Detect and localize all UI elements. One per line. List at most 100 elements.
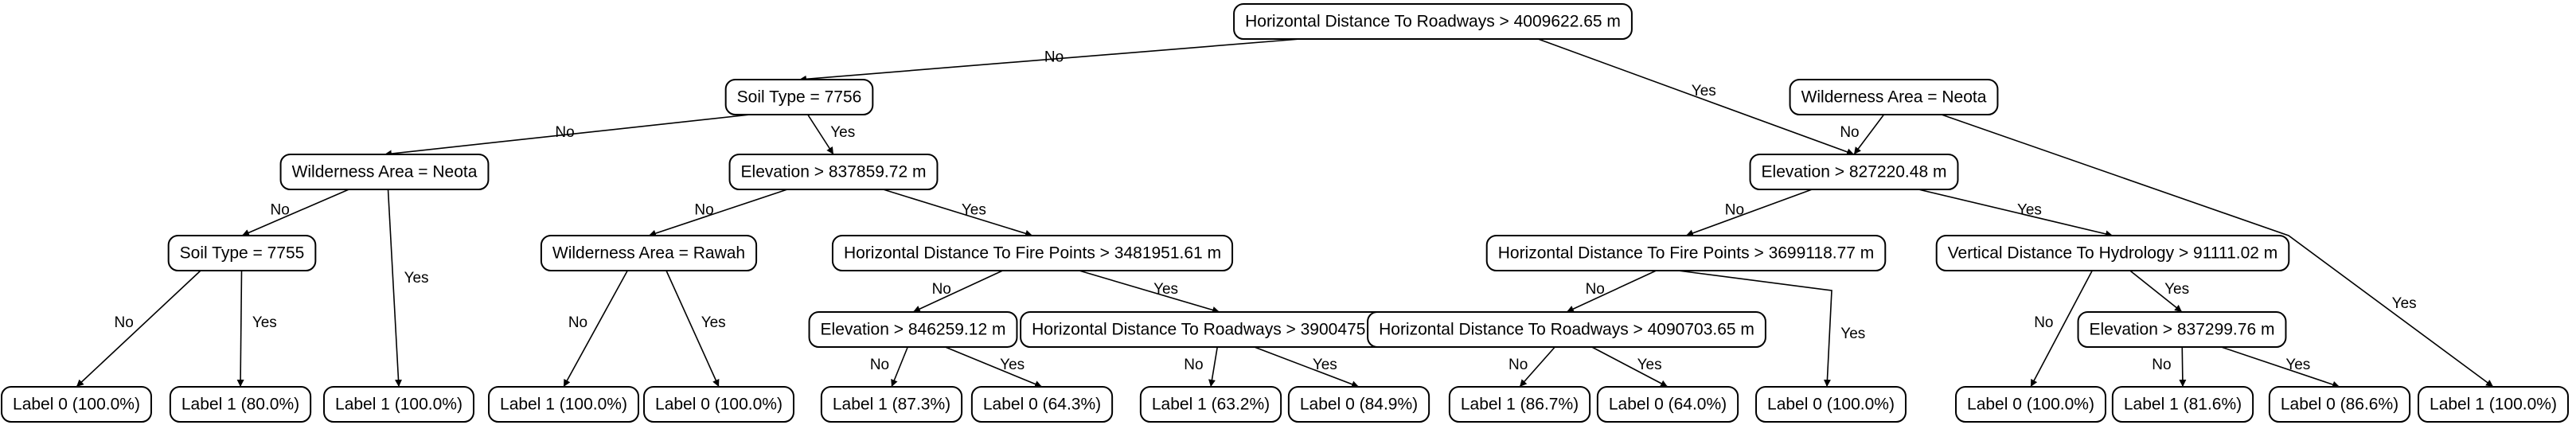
decision-node-n10: Vertical Distance To Hydrology > 91111.0… [1935,235,2290,271]
edge-label: Yes [2285,357,2310,373]
edge-n13-l11 [1591,346,1669,388]
edge-n6-l1 [76,270,201,388]
node-box [831,235,1234,271]
node-box [1367,311,1766,348]
edge-n12-l8 [1208,346,1219,388]
edge-n3-n5 [1853,114,1885,155]
edge-n14-l15 [2221,346,2340,388]
edge-label: Yes [2017,202,2042,219]
node-box [488,386,639,423]
node-label: Wilderness Area = Neota [292,163,478,181]
edge-n9-n13 [1566,270,1657,313]
leaf-node-l10: Label 1 (86.7%) [1448,386,1591,423]
edge-label: No [568,314,587,331]
node-box [724,79,874,115]
edge-n11-l7 [945,346,1043,388]
node-box [2268,386,2411,423]
node-box [1935,235,2290,271]
node-label: Elevation > 846259.12 m [821,321,1006,339]
leaf-node-l2: Label 1 (80.0%) [169,386,312,423]
node-box [1287,386,1430,423]
decision-node-n1: Soil Type = 7756 [724,79,874,115]
node-box [1448,386,1591,423]
node-label: Elevation > 837299.76 m [2090,321,2275,339]
decision-node-n5: Elevation > 827220.48 m [1749,154,1959,190]
node-label: Label 0 (64.3%) [983,396,1101,414]
leaf-node-l3: Label 1 (100.0%) [323,386,474,423]
node-label: Label 0 (86.6%) [2281,396,2398,414]
node-label: Elevation > 827220.48 m [1762,163,1947,181]
edge-n5-n10 [1918,189,2113,238]
edge-label: Yes [1692,83,1716,99]
node-label: Label 1 (100.0%) [335,396,463,414]
node-box [2418,386,2569,423]
edge-n14-l14 [2179,346,2187,388]
edge-n8-n11 [912,270,1003,313]
decision-node-n8: Horizontal Distance To Fire Points > 348… [831,235,1234,271]
edge-label: No [555,124,574,141]
edge-label: Yes [1313,357,1337,373]
node-label: Wilderness Area = Neota [1801,88,1987,107]
edge-n4-n7 [648,189,788,237]
node-label: Horizontal Distance To Fire Points > 348… [844,244,1221,263]
decision-node-n11: Elevation > 846259.12 m [808,311,1018,348]
leaf-node-l5: Label 0 (100.0%) [643,386,794,423]
node-label: Label 0 (100.0%) [655,396,783,414]
leaf-node-l13: Label 0 (100.0%) [1955,386,2106,423]
edges-layer: No Yes No Yes No Yes No Yes No Yes No Yes No Yes No Yes… [76,38,2494,388]
edge-label: No [932,281,951,298]
node-box [1,386,152,423]
node-label: Label 1 (86.7%) [1461,396,1579,414]
edge-label: No [2034,314,2053,331]
edge-n10-l13 [2030,270,2093,388]
edge-label: Yes [252,314,277,331]
node-box [2077,311,2287,348]
decision-node-n3: Wilderness Area = Neota [1789,79,1999,115]
node-box [1233,3,1633,40]
node-label: Horizontal Distance To Roadways > 409070… [1379,321,1754,339]
node-box [970,386,1114,423]
node-label: Label 1 (100.0%) [500,396,627,414]
node-label: Label 0 (100.0%) [13,396,140,414]
edge-n11-l6 [891,346,908,388]
edge-label: No [115,314,134,331]
node-label: Label 1 (87.3%) [833,396,950,414]
edge-label: No [2152,357,2171,373]
edge-label: Yes [404,270,429,287]
decision-node-n6: Soil Type = 7755 [167,235,317,271]
edge-label: No [694,202,713,219]
edge-label: No [1509,357,1528,373]
edge-n12-l9 [1254,346,1360,388]
edge-n2-n6 [241,189,349,236]
edge-label: Yes [2392,295,2417,312]
edge-label: Yes [1840,326,1865,342]
node-label: Label 1 (100.0%) [2430,396,2557,414]
node-label: Wilderness Area = Rawah [552,244,745,263]
edge-label: Yes [830,124,855,141]
edge-n1-n2 [384,114,751,158]
node-label: Label 0 (100.0%) [1767,396,1895,414]
leaf-node-l7: Label 0 (64.3%) [970,386,1114,423]
node-label: Horizontal Distance To Roadways > 390047… [1032,321,1407,339]
edge-n10-n14 [2129,270,2183,313]
leaf-node-l11: Label 0 (64.0%) [1596,386,1739,423]
edge-n4-n8 [883,189,1033,237]
node-label: Soil Type = 7756 [737,88,862,107]
node-box [1596,386,1739,423]
leaf-node-l14: Label 1 (81.6%) [2111,386,2254,423]
decision-node-n7: Wilderness Area = Rawah [540,235,758,271]
decision-node-n2: Wilderness Area = Neota [279,154,490,190]
node-box [1755,386,1907,423]
node-box [1139,386,1282,423]
decision-node-n13: Horizontal Distance To Roadways > 409070… [1367,311,1766,348]
edge-label: Yes [2164,281,2189,298]
edge-label: No [1725,202,1744,219]
nodes-layer: Horizontal Distance To Roadways > 400962… [1,3,2569,423]
edge-label: Yes [962,202,986,219]
edge-label: No [870,357,889,373]
node-label: Label 0 (64.0%) [1609,396,1727,414]
node-box [2111,386,2254,423]
edge-label: No [1184,357,1203,373]
edge-n9-l12 [1677,270,1832,388]
edge-n8-n12 [1079,270,1220,314]
